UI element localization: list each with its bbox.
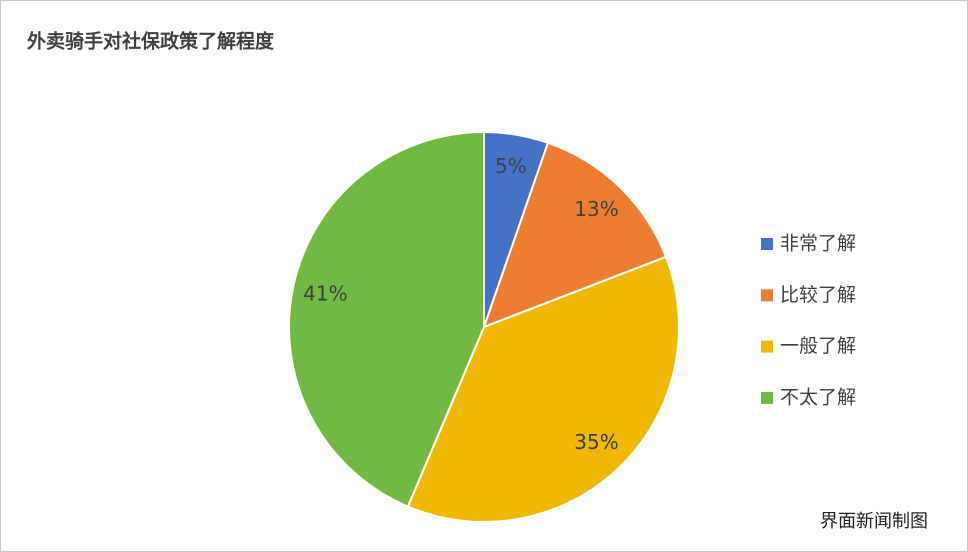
legend-label: 非常了解: [780, 233, 856, 255]
chart-title: 外卖骑手对社保政策了解程度: [27, 30, 275, 53]
legend-label: 一般了解: [780, 335, 856, 357]
data-label: 35%: [574, 430, 618, 454]
data-label: 41%: [303, 281, 347, 305]
legend-label: 比较了解: [780, 284, 856, 306]
legend-swatch: [761, 238, 773, 250]
data-label: 5%: [495, 154, 527, 178]
legend-label: 不太了解: [780, 386, 856, 408]
legend-swatch: [761, 289, 773, 302]
pie-slice: [288, 130, 485, 508]
source-note: 界面新闻制图: [820, 511, 928, 532]
data-label: 13%: [574, 197, 618, 221]
legend-swatch: [761, 391, 773, 404]
pie-slice: [406, 255, 680, 523]
legend-swatch: [761, 340, 773, 353]
pie-slice: [482, 141, 668, 329]
